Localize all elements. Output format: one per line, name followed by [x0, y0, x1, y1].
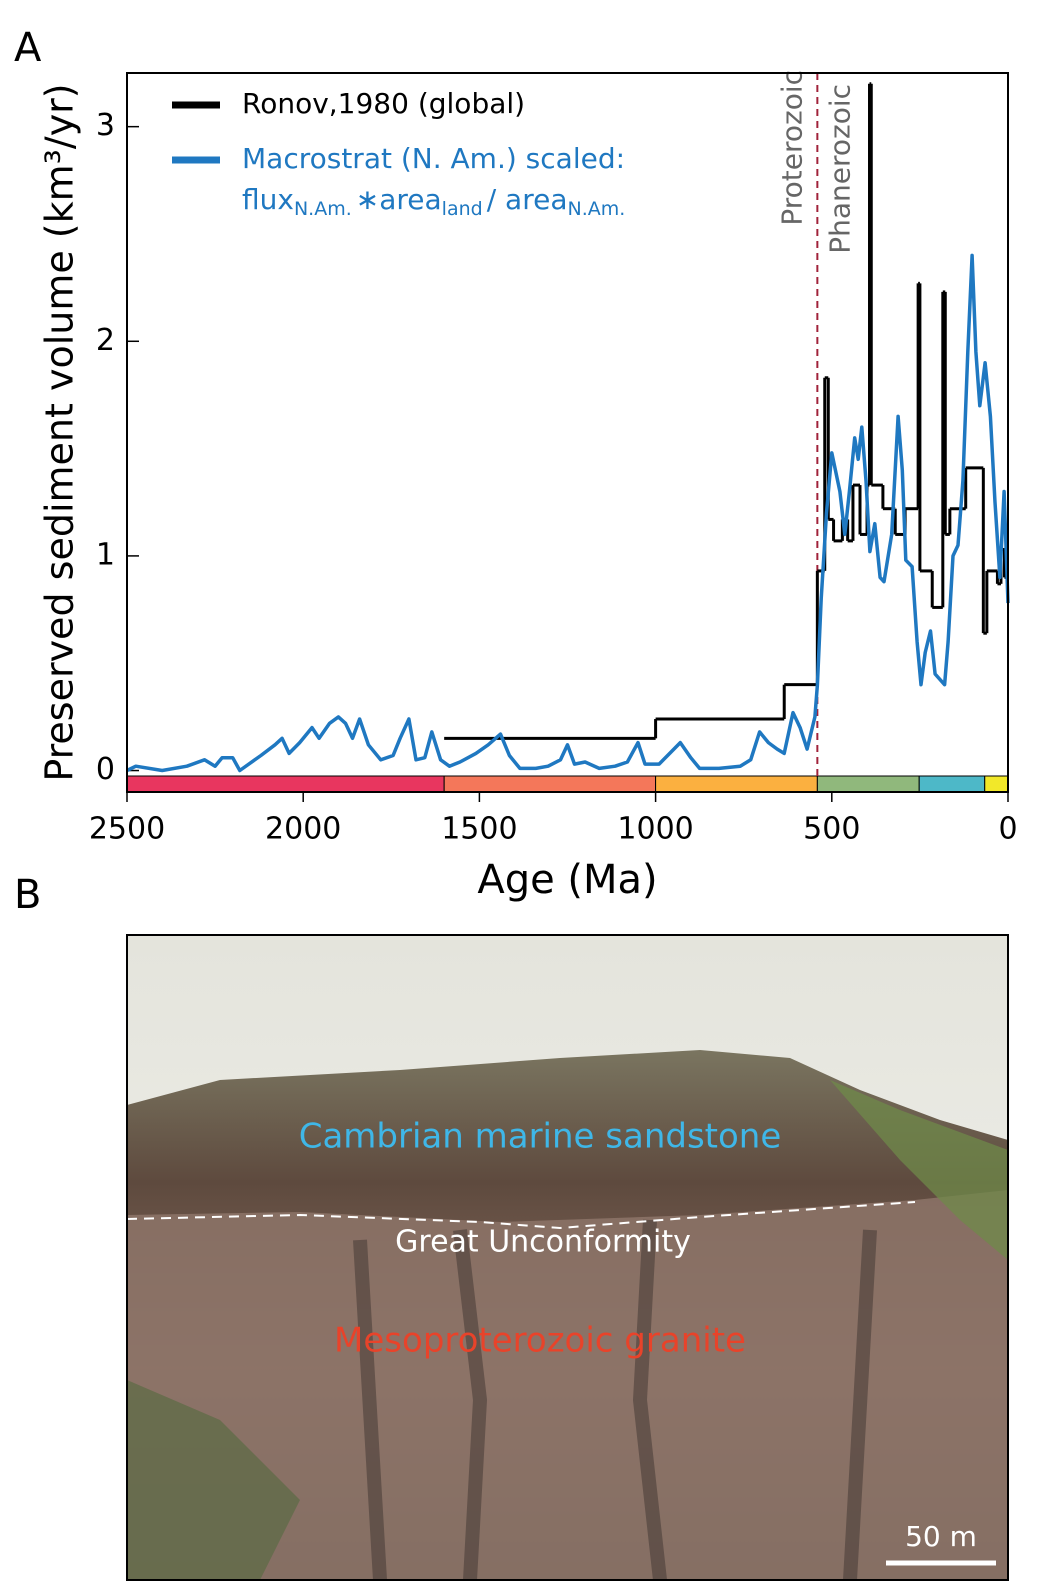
- x-tick-label: 1000: [617, 812, 693, 847]
- era-band: [655, 775, 818, 793]
- era-band: [126, 775, 445, 793]
- photo-fissure: [353, 1219, 877, 1581]
- x-axis-label: Age (Ma): [477, 857, 657, 903]
- y-tick-label: 1: [96, 537, 115, 572]
- legend-subscript: N.Am.: [567, 198, 625, 220]
- panel-label: A: [14, 25, 42, 71]
- era-band: [816, 775, 920, 793]
- legend-formula-part: flux: [242, 183, 294, 216]
- y-tick-label: 2: [96, 323, 115, 358]
- photo-label: Mesoproterozoic granite: [334, 1321, 746, 1361]
- y-axis-label: Preserved sediment volume (km³/yr): [38, 83, 82, 781]
- panel-label: B: [14, 872, 41, 918]
- legend-label: Ronov,1980 (global): [242, 87, 525, 120]
- era-band: [918, 775, 986, 793]
- legend-formula: fluxN.Am. ∗arealand / areaN.Am.: [242, 183, 625, 220]
- legend-subscript: N.Am.: [294, 198, 352, 220]
- x-tick-label: 1500: [441, 812, 517, 847]
- photo-frame: [126, 934, 1009, 1581]
- x-tick-label: 0: [998, 812, 1017, 847]
- legend-formula-part: ∗area: [356, 183, 442, 216]
- era-band: [984, 775, 1009, 793]
- legend-subscript: land: [442, 198, 483, 220]
- y-tick-label: 3: [96, 108, 115, 143]
- boundary-label: Proterozoic: [775, 70, 808, 226]
- photo-panel: Cambrian marine sandstone Great Unconfor…: [126, 934, 1009, 1581]
- y-tick-label: 0: [96, 752, 115, 787]
- x-tick-label: 500: [803, 812, 860, 847]
- scale-bar-label: 50 m: [905, 1520, 977, 1553]
- photo-granite: [127, 1190, 1008, 1580]
- era-band: [443, 775, 657, 793]
- plot-frame: [126, 72, 1009, 793]
- photo-vegetation: [830, 1080, 1008, 1260]
- photo-label: Cambrian marine sandstone: [299, 1117, 782, 1157]
- photo-vegetation: [127, 1380, 300, 1580]
- unconformity-line: [126, 1201, 916, 1230]
- x-tick-label: 2000: [265, 812, 341, 847]
- chart: 0 1 2 3 2500 2000 1500 1000 500 0 Age (Ma) Preserve…: [38, 70, 1018, 903]
- legend-label: Macrostrat (N. Am.) scaled:: [242, 142, 625, 175]
- legend-formula-part: / area: [487, 183, 568, 216]
- x-tick-label: 2500: [89, 812, 165, 847]
- photo-label: Great Unconformity: [395, 1225, 691, 1260]
- boundary-label: Phanerozoic: [823, 84, 856, 254]
- series-line: [126, 253, 1010, 773]
